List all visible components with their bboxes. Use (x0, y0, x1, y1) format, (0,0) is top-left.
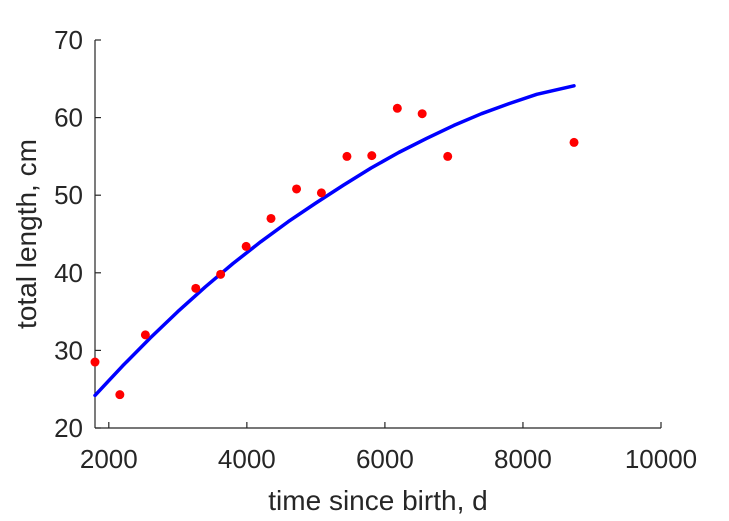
x-tick-label: 2000 (80, 444, 138, 474)
y-tick-label: 70 (54, 25, 83, 55)
x-tick-label: 10000 (625, 444, 697, 474)
data-points-layer (90, 103, 579, 400)
data-point (216, 269, 226, 279)
y-tick-label: 40 (54, 258, 83, 288)
data-point (443, 151, 453, 161)
x-tick-label: 4000 (218, 444, 276, 474)
x-tick-label: 6000 (356, 444, 414, 474)
axes (94, 40, 661, 429)
data-point (569, 137, 579, 147)
y-tick-label: 50 (54, 180, 83, 210)
data-point (266, 213, 276, 223)
data-point (316, 188, 326, 198)
fit-curve (93, 84, 576, 398)
data-point (342, 151, 352, 161)
data-point (292, 184, 302, 194)
x-axis-label: time since birth, d (268, 485, 487, 516)
y-tick-label: 60 (54, 103, 83, 133)
data-point (417, 109, 427, 119)
x-tick-label: 8000 (494, 444, 552, 474)
data-point (367, 151, 377, 161)
data-point (90, 357, 100, 367)
data-point (191, 283, 201, 293)
y-tick-label: 30 (54, 335, 83, 365)
data-point (115, 390, 125, 400)
fit-line-layer (93, 84, 576, 398)
data-point (140, 330, 150, 340)
data-point (392, 103, 402, 113)
ticks-layer: 2000 4000 6000 8000 10000 20 30 40 50 60 70 (54, 25, 697, 474)
data-point (241, 241, 251, 251)
y-tick-label: 20 (54, 413, 83, 443)
y-axis-label: total length, cm (11, 139, 42, 329)
